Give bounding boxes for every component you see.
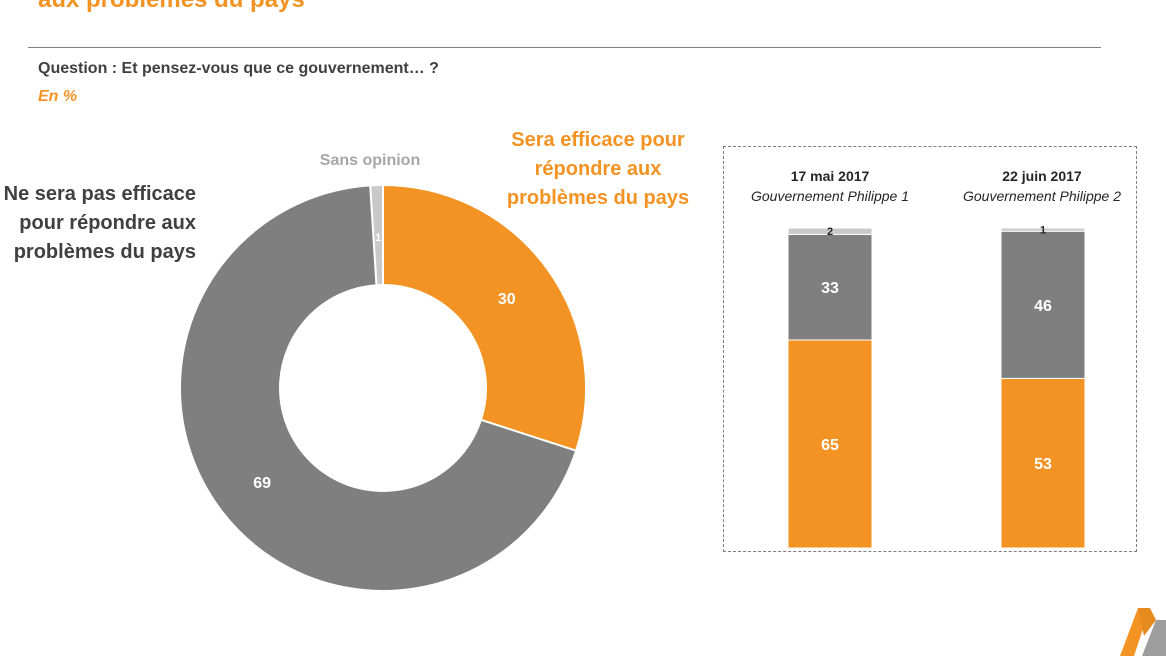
unit-label: En % [38, 88, 78, 105]
column-subtitle-1: Gouvernement Philippe 1 [751, 188, 909, 204]
question-text: Question : Et pensez-vous que ce gouvern… [38, 60, 439, 77]
header-divider [28, 47, 1101, 48]
bar-value-no-opinion: 2 [827, 226, 833, 238]
bar-segment-negative [787, 233, 873, 341]
donut-slice-positive [382, 183, 587, 452]
donut-value-negative: 69 [253, 475, 271, 492]
column-date-2: 22 juin 2017 [1002, 168, 1082, 184]
no-opinion-category-label: Sans opinion [319, 152, 421, 169]
donut-slice-negative [179, 184, 578, 592]
comparison-panel [723, 146, 1137, 552]
brand-logo [1120, 608, 1166, 656]
column-date-1: 17 mai 2017 [790, 168, 870, 184]
bar-value-negative: 46 [1034, 298, 1052, 315]
negative-category-label: Ne sera pas efficace pour répondre aux p… [3, 183, 196, 263]
bar-value-positive: 65 [821, 437, 839, 454]
donut-value-no-opinion: 1 [375, 232, 381, 244]
column-subtitle-2: Gouvernement Philippe 2 [963, 188, 1121, 204]
donut-slice-no-opinion [369, 183, 384, 287]
bar-segment-positive [1000, 377, 1086, 549]
page-title: aux problèmes du pays [38, 0, 305, 14]
bar-segment-negative [1000, 230, 1086, 379]
donut-value-positive: 30 [498, 291, 516, 308]
bar-value-no-opinion: 1 [1040, 225, 1046, 237]
positive-category-label: Sera efficace pour répondre aux problème… [506, 129, 690, 209]
bar-segment-no-opinion [787, 227, 873, 235]
bar-value-negative: 33 [821, 280, 839, 297]
bar-segment-no-opinion [1000, 227, 1086, 232]
bar-value-positive: 53 [1034, 456, 1052, 473]
